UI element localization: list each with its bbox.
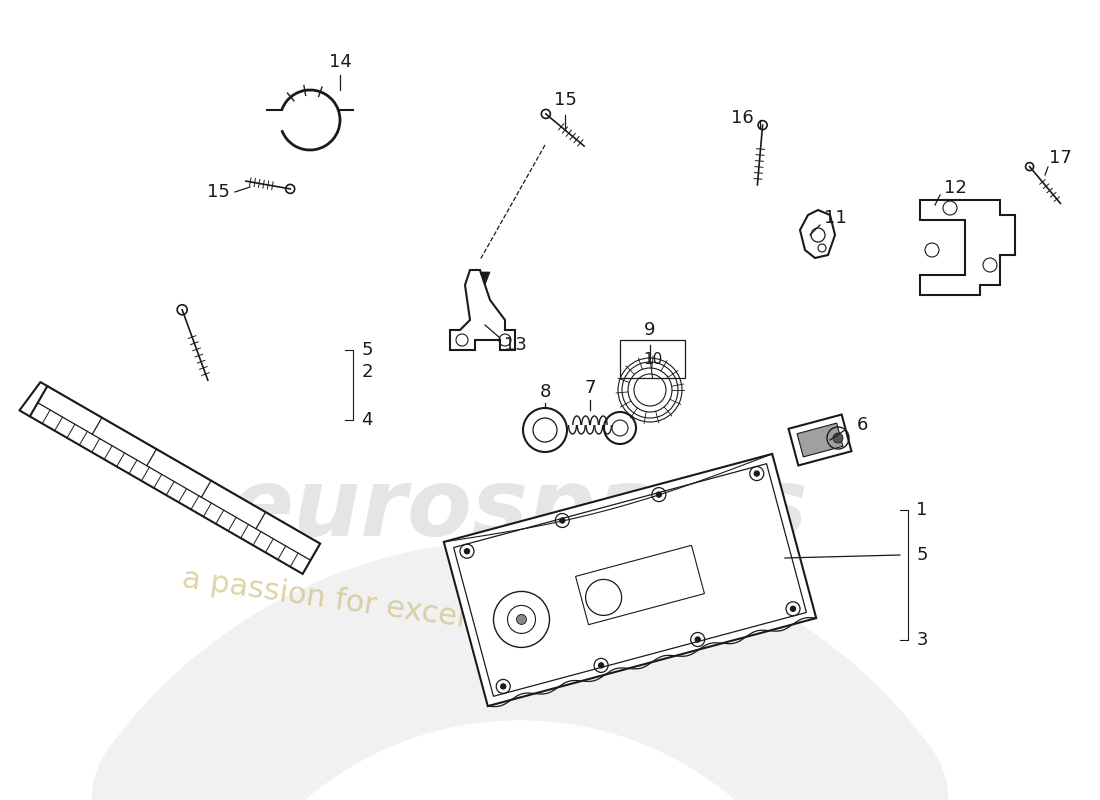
Text: 1: 1 [916,501,927,519]
Text: 15: 15 [207,183,230,201]
Text: 2: 2 [361,363,373,381]
Circle shape [500,684,506,689]
Circle shape [791,606,795,611]
Circle shape [598,663,604,668]
Text: 10: 10 [642,351,662,366]
Text: 12: 12 [944,179,967,197]
Circle shape [560,518,564,523]
Circle shape [755,471,759,476]
Circle shape [464,549,470,554]
Text: eurosparts: eurosparts [230,464,808,556]
Text: 17: 17 [1048,149,1071,167]
Circle shape [517,614,527,625]
Text: 8: 8 [539,383,551,401]
Text: 4: 4 [361,411,373,429]
Polygon shape [480,272,490,285]
Polygon shape [798,423,843,457]
Text: 14: 14 [329,53,351,71]
Text: 5: 5 [916,546,927,564]
Polygon shape [789,414,851,466]
Text: a passion for excellence 1955: a passion for excellence 1955 [180,564,635,656]
Circle shape [833,433,843,443]
Text: 7: 7 [584,379,596,397]
Text: 15: 15 [553,91,576,109]
Text: 6: 6 [856,416,868,434]
Bar [620,340,685,378]
Text: 9: 9 [645,321,656,339]
Circle shape [695,637,701,642]
Text: 3: 3 [916,631,927,649]
Polygon shape [443,454,816,706]
Polygon shape [920,200,1015,295]
Polygon shape [30,386,320,574]
Text: 5: 5 [361,341,373,359]
Circle shape [657,492,661,497]
Text: 13: 13 [504,336,527,354]
Text: 11: 11 [824,209,846,227]
Polygon shape [450,270,515,350]
Text: 16: 16 [730,109,754,127]
